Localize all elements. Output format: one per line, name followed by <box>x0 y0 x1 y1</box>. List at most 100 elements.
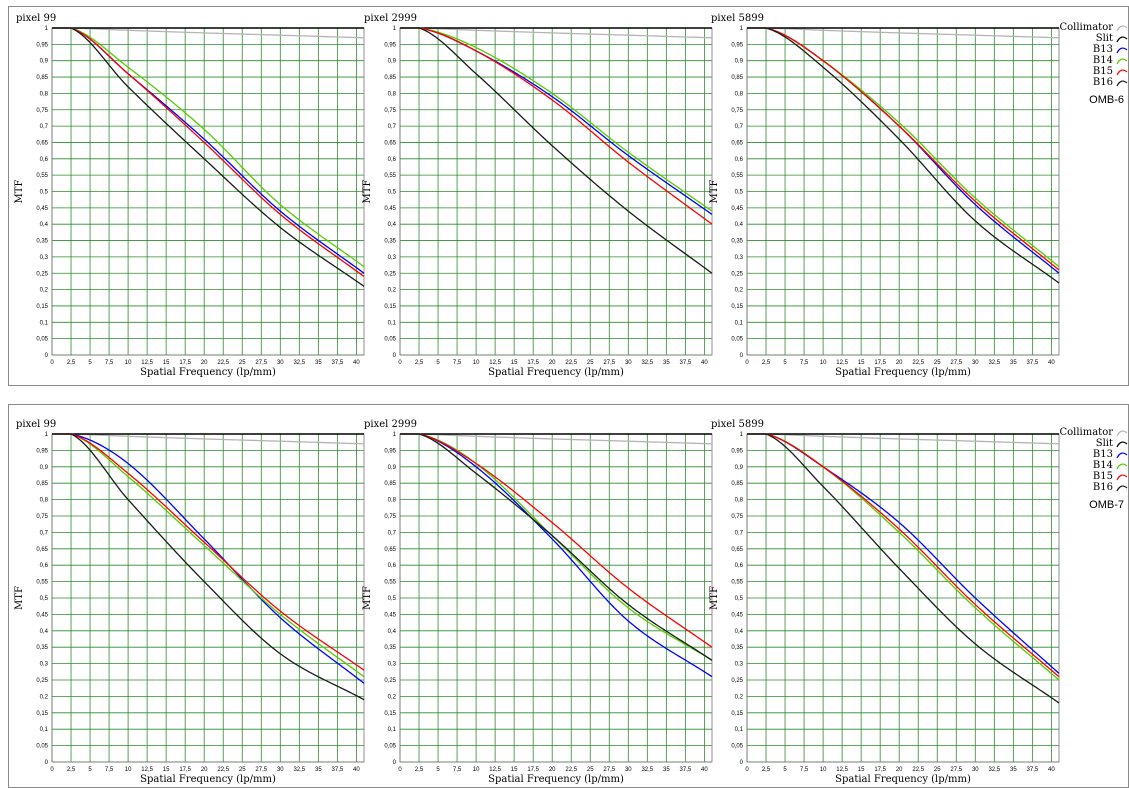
series-line-b15 <box>52 27 365 278</box>
x-tick-label: 30 <box>625 767 632 773</box>
legend-item-collimator: Collimator <box>1050 22 1128 33</box>
legend-label: Collimator <box>1059 427 1113 438</box>
y-tick-label: 0,8 <box>388 498 397 504</box>
y-axis-label: MTF <box>14 586 25 610</box>
legend-label: B16 <box>1092 77 1113 88</box>
x-tick-label: 2,5 <box>415 767 424 773</box>
y-tick-label: 0,7 <box>40 530 49 536</box>
x-tick-label: 20 <box>549 360 556 366</box>
y-tick-label: 0,45 <box>731 612 743 618</box>
y-tick-label: 0,9 <box>388 59 397 65</box>
legend-item-b13: B13 <box>1050 44 1128 55</box>
legend-item-b14: B14 <box>1050 460 1128 471</box>
legend-label: Slit <box>1095 438 1113 449</box>
y-tick-label: 0,7 <box>735 530 744 536</box>
x-tick-label: 27,5 <box>255 767 267 773</box>
x-tick-label: 30 <box>277 767 284 773</box>
legend-swatch-icon <box>1116 463 1128 470</box>
legend-label: Collimator <box>1059 22 1113 33</box>
y-tick-label: 0,1 <box>735 320 744 326</box>
x-tick-label: 20 <box>201 767 208 773</box>
y-tick-label: 0 <box>740 760 744 766</box>
legend-item-b16: B16 <box>1050 77 1128 88</box>
x-tick-label: 32,5 <box>641 767 653 773</box>
x-tick-label: 5 <box>783 360 787 366</box>
series-line-b13 <box>52 27 365 274</box>
x-tick-label: 0 <box>398 360 402 366</box>
y-tick-label: 0,6 <box>735 563 744 569</box>
y-tick-label: 0,2 <box>735 694 744 700</box>
series-line-b15 <box>52 433 365 671</box>
x-tick-label: 27,5 <box>950 767 962 773</box>
series-line-b16 <box>400 27 713 274</box>
x-tick-label: 5 <box>436 767 440 773</box>
y-tick-label: 0,8 <box>388 91 397 97</box>
legend-swatch-icon <box>1116 452 1128 459</box>
x-tick-label: 10 <box>820 360 827 366</box>
y-tick-label: 0,6 <box>388 157 397 163</box>
x-tick-label: 37,5 <box>1027 360 1039 366</box>
y-tick-label: 0,85 <box>731 75 743 81</box>
series-line-b16 <box>52 27 365 287</box>
y-tick-label: 0,15 <box>36 304 48 310</box>
x-tick-label: 7,5 <box>105 767 114 773</box>
y-tick-label: 0,95 <box>384 42 396 48</box>
y-tick-label: 0,85 <box>384 481 396 487</box>
y-tick-label: 0,5 <box>40 596 49 602</box>
y-tick-label: 0,55 <box>384 580 396 586</box>
y-tick-label: 0,1 <box>40 320 49 326</box>
x-axis-label: Spatial Frequency (lp/mm) <box>835 367 971 378</box>
y-tick-label: 0,2 <box>735 288 744 294</box>
series-line-collimator <box>747 433 1060 445</box>
x-tick-label: 40 <box>353 360 360 366</box>
y-tick-label: 0,05 <box>731 337 743 343</box>
x-tick-label: 20 <box>896 767 903 773</box>
y-tick-label: 0,65 <box>36 547 48 553</box>
x-tick-label: 5 <box>88 767 92 773</box>
y-axis-label: MTF <box>709 180 720 204</box>
x-tick-label: 7,5 <box>800 767 809 773</box>
y-tick-label: 0,3 <box>388 255 397 261</box>
series-line-collimator <box>400 27 713 39</box>
y-tick-label: 0 <box>45 353 49 359</box>
series-line-b15 <box>400 433 713 648</box>
legend-swatch-icon <box>1116 441 1128 448</box>
x-tick-label: 35 <box>663 767 670 773</box>
series-line-collimator <box>400 433 713 445</box>
x-tick-label: 25 <box>587 360 594 366</box>
y-tick-label: 0,95 <box>384 448 396 454</box>
series-line-collimator <box>747 27 1060 39</box>
x-tick-label: 12,5 <box>489 767 501 773</box>
series-line-b16 <box>747 433 1060 704</box>
mtf-chart-1: pixel 990 2,5 5 7,5 10 12,5 15 17,5 20 22,5 25 27,5… <box>14 13 365 378</box>
x-tick-label: 10 <box>473 360 480 366</box>
y-tick-label: 0,5 <box>388 190 397 196</box>
x-tick-label: 15 <box>858 360 865 366</box>
y-tick-label: 0,6 <box>40 563 49 569</box>
y-tick-label: 0,25 <box>384 678 396 684</box>
y-tick-label: 0,65 <box>384 547 396 553</box>
chart-title: pixel 99 <box>16 13 56 24</box>
x-tick-label: 22,5 <box>912 360 924 366</box>
y-tick-label: 0,1 <box>735 727 744 733</box>
y-tick-label: 0,3 <box>735 255 744 261</box>
series-line-b13 <box>747 27 1060 274</box>
x-tick-label: 32,5 <box>293 767 305 773</box>
legend-item-b13: B13 <box>1050 449 1128 460</box>
y-tick-label: 0,45 <box>384 206 396 212</box>
y-tick-label: 0,2 <box>40 694 49 700</box>
series-line-collimator <box>52 433 365 445</box>
x-tick-label: 30 <box>625 360 632 366</box>
series-line-b13 <box>52 433 365 684</box>
y-tick-label: 0,55 <box>384 173 396 179</box>
legend-item-b15: B15 <box>1050 66 1128 77</box>
y-tick-label: 0,3 <box>40 255 49 261</box>
y-axis-label: MTF <box>362 586 373 610</box>
y-tick-label: 0,65 <box>731 547 743 553</box>
y-tick-label: 0,3 <box>735 662 744 668</box>
x-tick-label: 37,5 <box>680 360 692 366</box>
x-tick-label: 20 <box>549 767 556 773</box>
y-tick-label: 0,1 <box>388 320 397 326</box>
y-tick-label: 0,4 <box>40 222 49 228</box>
